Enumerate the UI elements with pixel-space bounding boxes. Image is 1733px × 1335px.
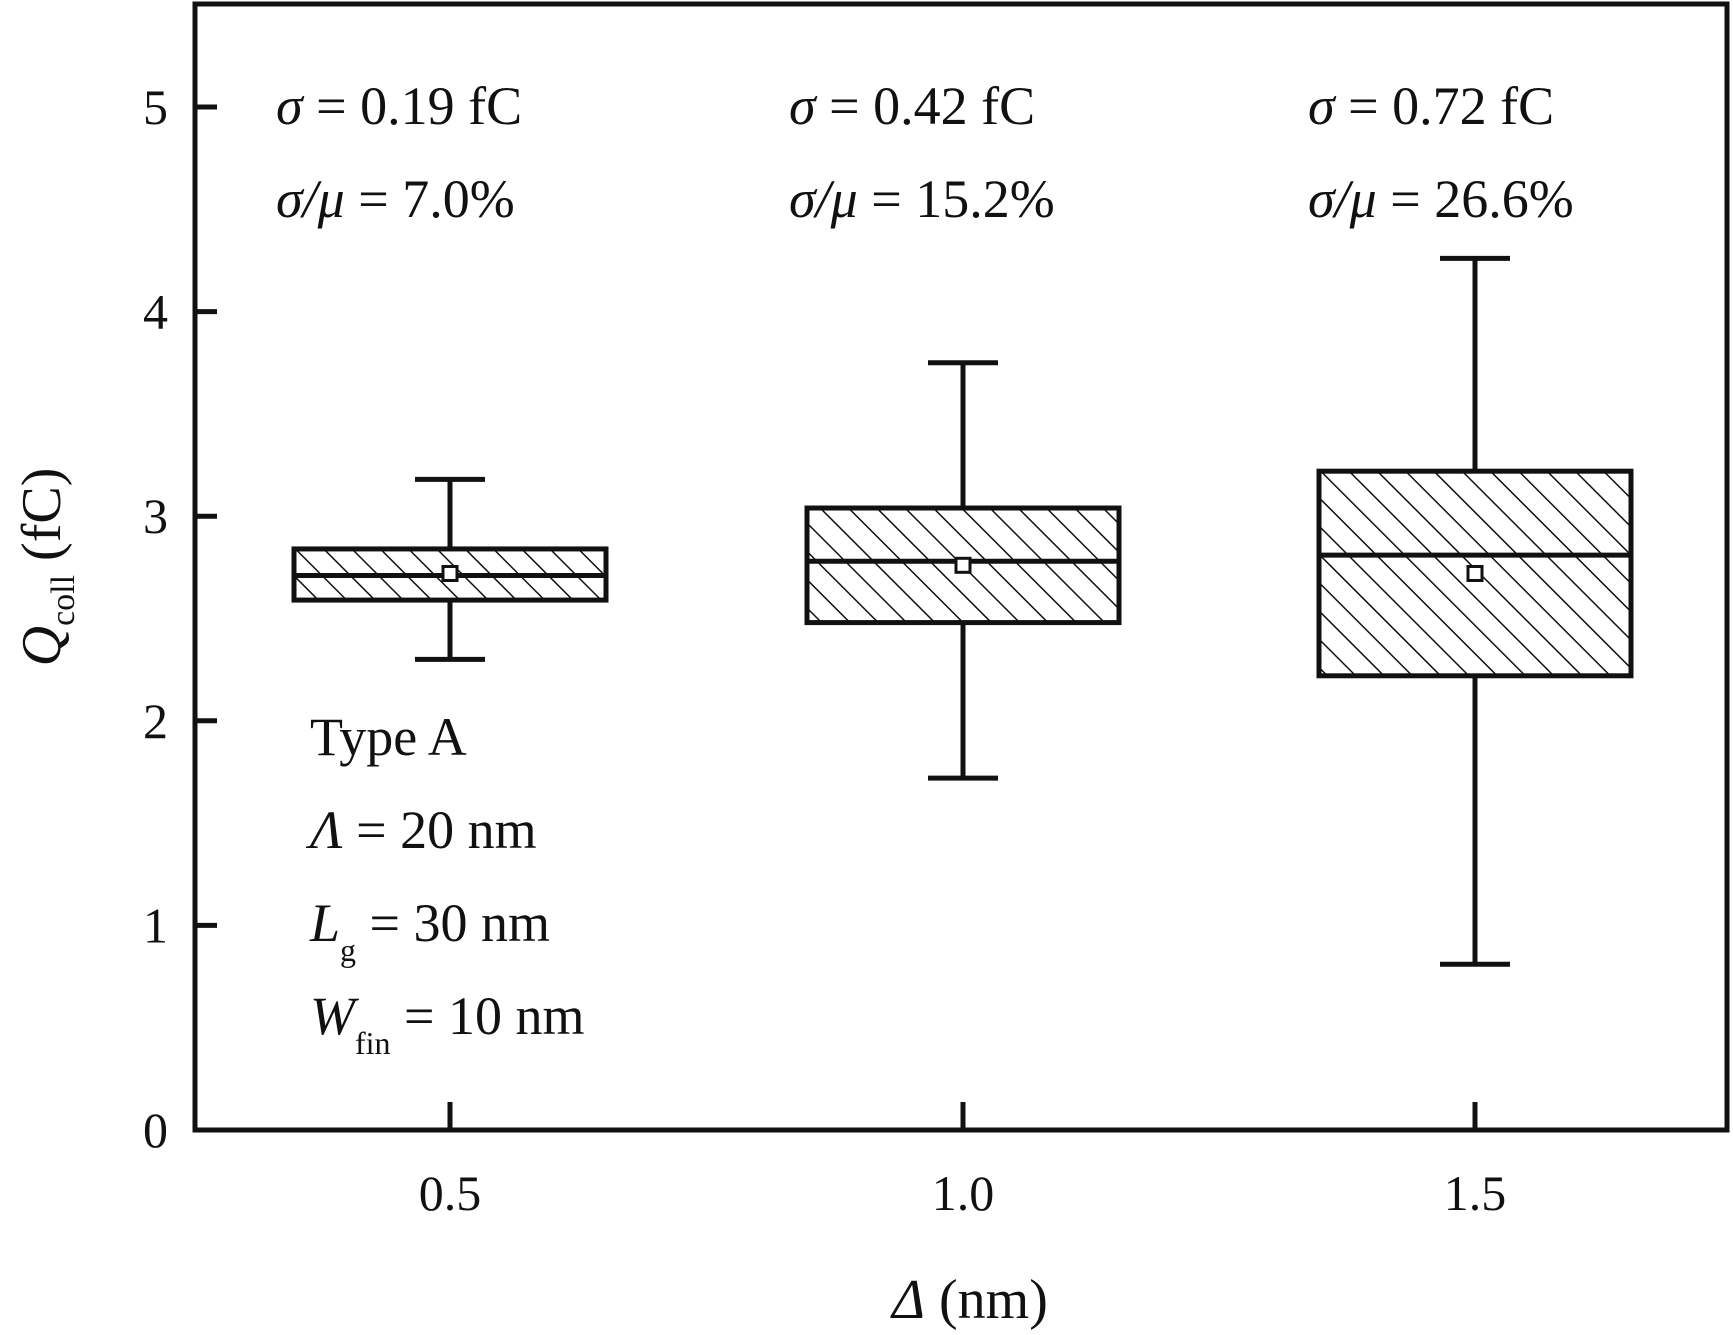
box-series — [291, 255, 1634, 967]
sigma-symbol: σ — [276, 76, 305, 136]
ratio-symbol: σ/μ — [276, 169, 345, 229]
mean-marker — [441, 564, 459, 582]
sigma-symbol: σ — [1308, 76, 1337, 136]
sigma-value: = 0.42 fC — [816, 76, 1035, 136]
y-axis-subscript: coll — [45, 575, 82, 626]
lg-subscript: g — [340, 932, 356, 968]
x-axis-title: Δ (nm) — [890, 1269, 1048, 1330]
ratio-annotation: σ/μ = 7.0% — [276, 169, 515, 229]
sigma-annotation: σ = 0.19 fC — [276, 76, 522, 136]
annotation-type: Type A — [310, 707, 467, 767]
annotation-lambda: Λ = 20 nm — [305, 800, 537, 860]
box-1.5 — [1316, 255, 1634, 967]
lambda-value: = 20 nm — [343, 800, 537, 860]
parameter-annotation: Type A Λ = 20 nm Lg = 30 nm Wfin = 10 nm — [305, 707, 585, 1061]
sigma-value: = 0.72 fC — [1335, 76, 1554, 136]
ratio-annotation: σ/μ = 15.2% — [789, 169, 1055, 229]
mean-marker — [1466, 564, 1484, 582]
x-axis: 0.5 1.0 1.5 — [419, 1102, 1507, 1221]
box-1.0 — [804, 360, 1122, 781]
sigma-annotation: σ = 0.72 fC — [1308, 76, 1554, 136]
stats-annotations: σ = 0.19 fC σ/μ = 7.0% σ = 0.42 fC σ/μ = 15… — [276, 76, 1574, 229]
y-tick-label: 1 — [143, 897, 168, 953]
sigma-value: = 0.19 fC — [303, 76, 522, 136]
y-tick-label: 3 — [143, 488, 168, 544]
lg-symbol: L — [309, 893, 340, 953]
ratio-symbol: σ/μ — [1308, 169, 1377, 229]
x-tick-label: 1.0 — [932, 1165, 995, 1221]
y-tick-label: 5 — [143, 79, 168, 135]
x-tick-label: 0.5 — [419, 1165, 482, 1221]
lambda-symbol: Λ — [305, 800, 343, 860]
wfin-symbol: W — [310, 986, 360, 1046]
annotation-lg: Lg = 30 nm — [309, 893, 550, 968]
mean-marker — [954, 556, 972, 574]
x-axis-unit: (nm) — [939, 1269, 1048, 1330]
y-axis-title: Qcoll (fC) — [11, 468, 82, 667]
y-tick-label: 0 — [143, 1102, 168, 1158]
wfin-subscript: fin — [355, 1025, 391, 1061]
y-tick-label: 2 — [143, 693, 168, 749]
box-0.5 — [291, 476, 609, 662]
ratio-symbol: σ/μ — [789, 169, 858, 229]
wfin-value: = 10 nm — [391, 986, 585, 1046]
ratio-value: = 7.0% — [345, 169, 515, 229]
sigma-annotation: σ = 0.42 fC — [789, 76, 1035, 136]
ratio-value: = 26.6% — [1377, 169, 1574, 229]
y-axis: 0 1 2 3 4 5 — [143, 79, 217, 1158]
x-tick-label: 1.5 — [1444, 1165, 1507, 1221]
lg-value: = 30 nm — [356, 893, 550, 953]
y-tick-label: 4 — [143, 284, 168, 340]
ratio-annotation: σ/μ = 26.6% — [1308, 169, 1574, 229]
x-axis-symbol: Δ — [890, 1269, 925, 1330]
ratio-value: = 15.2% — [858, 169, 1055, 229]
y-axis-symbol: Q — [11, 626, 73, 666]
y-axis-unit: (fC) — [11, 468, 73, 561]
annotation-wfin: Wfin = 10 nm — [310, 986, 585, 1061]
sigma-symbol: σ — [789, 76, 818, 136]
